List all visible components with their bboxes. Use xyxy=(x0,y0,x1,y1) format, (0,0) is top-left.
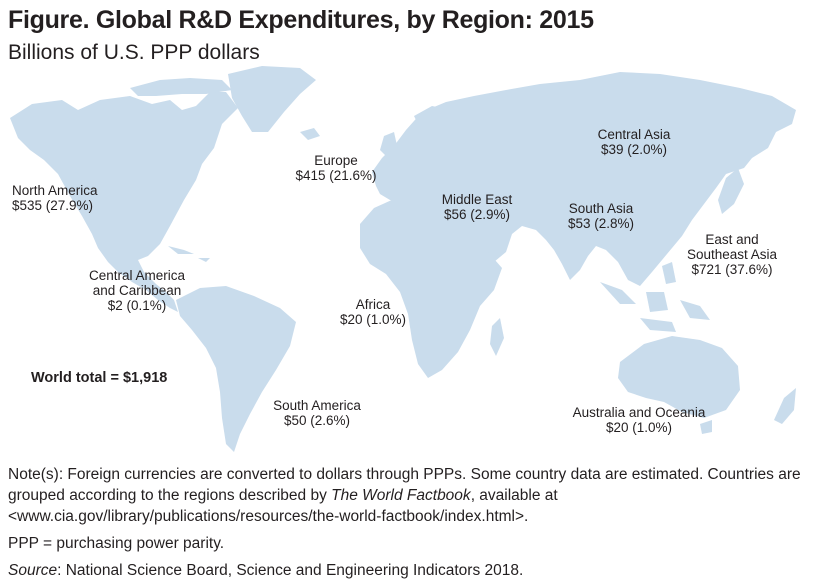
region-label-south-america: South America $50 (2.6%) xyxy=(273,398,361,428)
land-new-zealand xyxy=(774,388,796,424)
land-south-america xyxy=(176,286,296,452)
ppp-definition: PPP = purchasing power parity. xyxy=(8,535,225,552)
land-madagascar xyxy=(490,318,504,356)
region-label-south-asia: South Asia $53 (2.8%) xyxy=(567,201,635,231)
region-label-east-southeast-asia: East and Southeast Asia $721 (37.6%) xyxy=(686,232,778,277)
world-total: World total = $1,918 xyxy=(31,370,168,386)
notes-section: Note(s): Foreign currencies are converte… xyxy=(8,464,818,581)
chart-subtitle: Billions of U.S. PPP dollars xyxy=(8,41,260,64)
land-eurasia xyxy=(372,72,796,286)
region-label-australia-oceania: Australia and Oceania $20 (1.0%) xyxy=(572,405,706,435)
land-greenland xyxy=(228,66,316,132)
region-label-north-america: North America $535 (27.9%) xyxy=(12,183,98,213)
source-line: Source: National Science Board, Science … xyxy=(8,562,524,579)
land-scandinavia xyxy=(414,106,452,140)
region-label-middle-east: Middle East $56 (2.9%) xyxy=(441,192,513,222)
chart-title: Figure. Global R&D Expenditures, by Regi… xyxy=(8,6,594,34)
land-canadian-arctic xyxy=(130,78,232,96)
land-british-isles xyxy=(380,132,398,158)
land-australia xyxy=(618,336,740,418)
region-label-africa: Africa $20 (1.0%) xyxy=(339,297,407,327)
region-label-central-america-caribbean: Central America and Caribbean $2 (0.1%) xyxy=(88,268,186,313)
note-text: Note(s): Foreign currencies are converte… xyxy=(8,466,801,525)
land-north-america xyxy=(10,92,238,312)
region-label-europe: Europe $415 (21.6%) xyxy=(295,153,377,183)
world-map xyxy=(10,66,796,452)
land-iceland xyxy=(300,128,320,140)
land-japan xyxy=(718,168,744,214)
region-label-central-asia: Central Asia $39 (2.0%) xyxy=(597,127,671,157)
land-africa xyxy=(360,198,502,378)
